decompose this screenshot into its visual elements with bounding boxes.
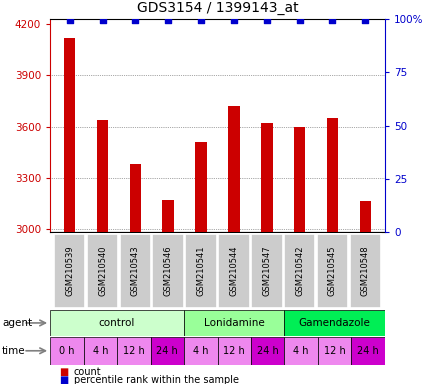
Point	[263, 17, 270, 23]
Bar	[326, 118, 337, 384]
Text: 24 h: 24 h	[156, 346, 178, 356]
Point	[296, 17, 302, 23]
Text: 12 h: 12 h	[123, 346, 144, 356]
Bar	[162, 200, 174, 384]
Bar	[129, 164, 141, 384]
Text: GSM210546: GSM210546	[163, 246, 172, 296]
Text: Lonidamine: Lonidamine	[204, 318, 264, 328]
Text: GSM210544: GSM210544	[229, 246, 238, 296]
Text: 0 h: 0 h	[59, 346, 74, 356]
Bar	[317, 337, 351, 365]
Text: GSM210542: GSM210542	[294, 246, 303, 296]
Bar	[195, 142, 206, 384]
Text: 4 h: 4 h	[293, 346, 308, 356]
Text: GSM210543: GSM210543	[131, 246, 140, 296]
Text: GSM210545: GSM210545	[327, 246, 336, 296]
Bar	[283, 234, 315, 308]
Point	[230, 17, 237, 23]
Bar	[349, 234, 380, 308]
Text: GSM210547: GSM210547	[262, 246, 271, 296]
Text: 4 h: 4 h	[92, 346, 108, 356]
Bar	[119, 234, 151, 308]
Text: 12 h: 12 h	[223, 346, 245, 356]
Text: 4 h: 4 h	[193, 346, 208, 356]
Bar	[185, 234, 216, 308]
Bar	[83, 337, 117, 365]
Text: ■: ■	[59, 367, 68, 377]
Bar	[150, 337, 184, 365]
Point	[164, 17, 171, 23]
Bar	[117, 337, 150, 365]
Text: percentile rank within the sample: percentile rank within the sample	[74, 375, 238, 384]
Text: agent: agent	[2, 318, 32, 328]
Bar	[184, 337, 217, 365]
Point	[361, 17, 368, 23]
Text: control: control	[99, 318, 135, 328]
Bar	[217, 337, 250, 365]
Text: GSM210539: GSM210539	[65, 246, 74, 296]
Bar	[250, 337, 284, 365]
Bar	[64, 38, 76, 384]
Point	[66, 17, 73, 23]
Text: time: time	[2, 346, 26, 356]
Text: 24 h: 24 h	[357, 346, 378, 356]
Title: GDS3154 / 1399143_at: GDS3154 / 1399143_at	[136, 2, 298, 15]
Bar	[284, 337, 317, 365]
Bar	[260, 123, 272, 384]
Bar	[228, 106, 239, 384]
Bar	[152, 234, 184, 308]
Text: count: count	[74, 367, 102, 377]
Bar	[351, 337, 384, 365]
Bar	[293, 127, 305, 384]
Bar	[87, 234, 118, 308]
Text: 12 h: 12 h	[323, 346, 345, 356]
Point	[197, 17, 204, 23]
Bar	[50, 337, 83, 365]
Bar	[97, 120, 108, 384]
Text: ■: ■	[59, 375, 68, 384]
Point	[328, 17, 335, 23]
Bar	[50, 310, 184, 336]
Bar	[250, 234, 282, 308]
Bar	[358, 201, 370, 384]
Bar	[316, 234, 347, 308]
Point	[132, 17, 138, 23]
Text: 24 h: 24 h	[256, 346, 278, 356]
Text: GSM210540: GSM210540	[98, 246, 107, 296]
Text: GSM210541: GSM210541	[196, 246, 205, 296]
Bar	[218, 234, 249, 308]
Point	[99, 17, 106, 23]
Bar	[184, 310, 284, 336]
Text: GSM210548: GSM210548	[360, 246, 369, 296]
Bar	[54, 234, 85, 308]
Text: Gamendazole: Gamendazole	[298, 318, 370, 328]
Bar	[284, 310, 384, 336]
